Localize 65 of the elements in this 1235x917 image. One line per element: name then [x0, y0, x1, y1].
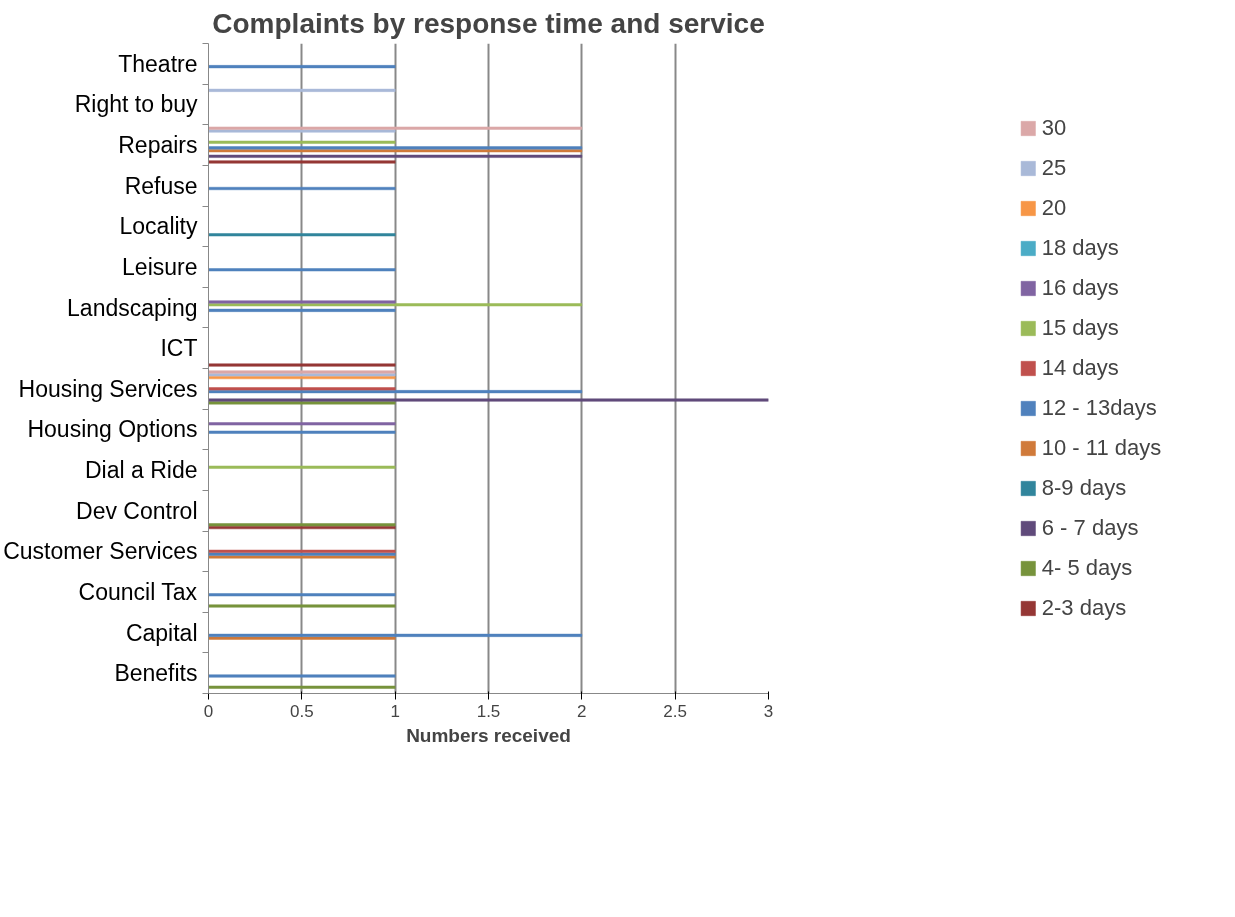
bar: [208, 363, 396, 367]
legend-label: 30: [1041, 115, 1067, 141]
bar: [208, 300, 396, 304]
y-tick-label: Housing Options: [27, 416, 198, 443]
bar: [208, 422, 396, 426]
bar: [208, 303, 583, 307]
bar: [208, 160, 396, 164]
chart-title: Complaints by response time and service: [212, 7, 765, 39]
bar: [208, 233, 396, 237]
x-tick-label: 2: [577, 701, 587, 721]
legend-label: 20: [1041, 195, 1067, 221]
bar: [208, 308, 396, 312]
y-tick-label: ICT: [160, 335, 198, 362]
y-tick-label: Housing Services: [18, 375, 198, 402]
legend-label: 14 days: [1041, 355, 1119, 381]
y-tick-label: Customer Services: [3, 538, 198, 565]
legend-label: 10 - 11 days: [1041, 435, 1162, 461]
bar: [208, 593, 396, 597]
bar: [208, 674, 396, 678]
legend-label: 8-9 days: [1041, 475, 1127, 501]
x-tick-label: 2.5: [663, 701, 687, 721]
x-tick-label: 0: [203, 701, 214, 721]
bar: [208, 401, 396, 405]
y-tick-label: Landscaping: [67, 294, 198, 321]
y-tick-label: Benefits: [114, 660, 198, 687]
x-tick-label: 1.5: [476, 701, 501, 721]
bar: [208, 430, 396, 434]
bar: [208, 465, 396, 469]
x-tick-label: 3: [763, 701, 774, 721]
legend-label: 6 - 7 days: [1041, 515, 1139, 541]
legend-label: 2-3 days: [1041, 595, 1127, 621]
y-tick-label: Dev Control: [76, 497, 198, 524]
bar: [208, 129, 396, 133]
legend-label: 15 days: [1041, 315, 1119, 341]
bar: [208, 154, 583, 158]
y-tick-label: Leisure: [122, 253, 198, 280]
legend-label: 12 - 13days: [1041, 395, 1157, 421]
x-axis-title: Numbers received: [406, 724, 571, 746]
x-tick-label: 1: [390, 701, 400, 721]
bar: [208, 65, 396, 69]
bar: [208, 633, 583, 637]
bar: [208, 390, 583, 394]
legend-label: 25: [1041, 155, 1067, 181]
bar: [208, 387, 396, 391]
bar: [208, 398, 769, 402]
bar: [208, 88, 396, 92]
bar: [208, 126, 583, 130]
y-tick-label: Refuse: [124, 172, 198, 199]
y-tick-label: Right to buy: [74, 91, 198, 118]
legend-label: 16 days: [1041, 275, 1119, 301]
legend-label: 18 days: [1041, 235, 1119, 261]
bar: [208, 636, 396, 640]
bar: [208, 268, 396, 272]
y-tick-label: Capital: [125, 619, 198, 646]
bar: [208, 604, 396, 608]
x-tick-label: 0.5: [290, 701, 314, 721]
y-tick-label: Theatre: [118, 50, 198, 77]
bar: [208, 140, 396, 144]
legend-label: 4- 5 days: [1041, 555, 1133, 581]
y-tick-label: Repairs: [118, 132, 198, 159]
bar: [208, 186, 396, 191]
y-tick-label: Locality: [119, 213, 198, 240]
y-tick-label: Council Tax: [78, 578, 198, 605]
bar: [208, 685, 396, 689]
y-tick-label: Dial a Ride: [85, 457, 198, 484]
